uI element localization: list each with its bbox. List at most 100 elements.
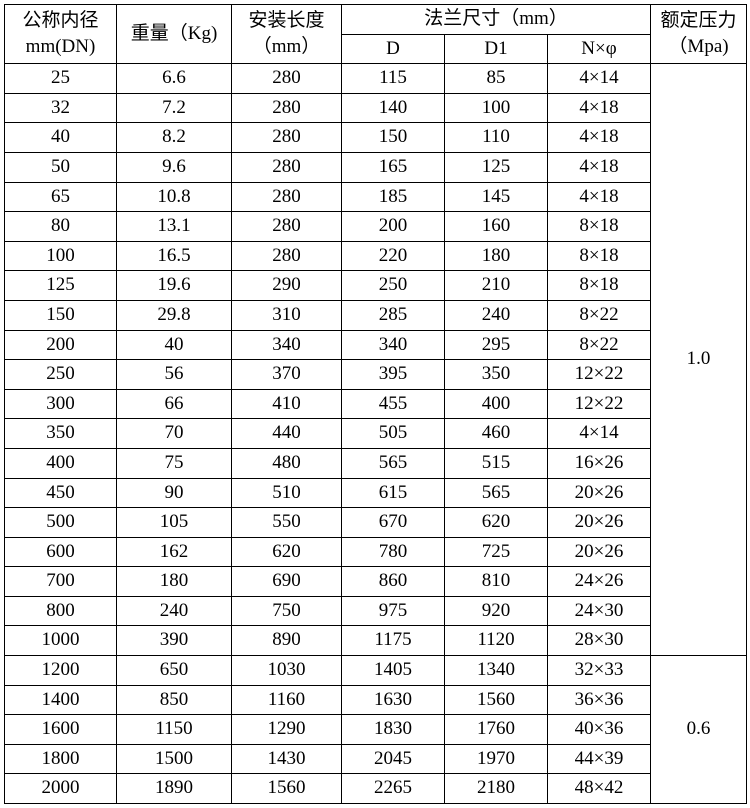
cell-dn: 1800 bbox=[5, 744, 117, 774]
cell-length: 280 bbox=[232, 182, 342, 212]
cell-weight: 850 bbox=[117, 685, 232, 715]
cell-weight: 1500 bbox=[117, 744, 232, 774]
cell-dn: 200 bbox=[5, 330, 117, 360]
cell-d: 565 bbox=[342, 448, 445, 478]
cell-weight: 1150 bbox=[117, 715, 232, 745]
cell-d1: 2180 bbox=[445, 774, 548, 804]
cell-nphi: 4×18 bbox=[548, 152, 651, 182]
cell-nphi: 8×18 bbox=[548, 271, 651, 301]
table-row: 120065010301405134032×330.6 bbox=[5, 656, 747, 686]
cell-length: 550 bbox=[232, 508, 342, 538]
cell-d1: 1340 bbox=[445, 656, 548, 686]
cell-d: 975 bbox=[342, 596, 445, 626]
cell-length: 340 bbox=[232, 330, 342, 360]
cell-d1: 210 bbox=[445, 271, 548, 301]
spec-table: 公称内径 mm(DN) 重量（Kg) 安装长度 （mm） 法兰尺寸（mm） 额定… bbox=[4, 4, 747, 804]
cell-length: 280 bbox=[232, 212, 342, 242]
cell-weight: 8.2 bbox=[117, 123, 232, 153]
cell-length: 290 bbox=[232, 271, 342, 301]
cell-weight: 10.8 bbox=[117, 182, 232, 212]
header-pressure-bottom: （Mpa) bbox=[651, 34, 746, 61]
header-dn-bottom: mm(DN) bbox=[5, 34, 116, 61]
cell-dn: 40 bbox=[5, 123, 117, 153]
table-row: 15029.83102852408×22 bbox=[5, 300, 747, 330]
cell-length: 280 bbox=[232, 152, 342, 182]
cell-weight: 162 bbox=[117, 537, 232, 567]
cell-d1: 1760 bbox=[445, 715, 548, 745]
cell-nphi: 16×26 bbox=[548, 448, 651, 478]
cell-d1: 85 bbox=[445, 64, 548, 94]
cell-dn: 1400 bbox=[5, 685, 117, 715]
table-row: 200403403402958×22 bbox=[5, 330, 747, 360]
cell-d: 200 bbox=[342, 212, 445, 242]
header-pressure-top: 额定压力 bbox=[651, 8, 746, 35]
cell-dn: 500 bbox=[5, 508, 117, 538]
table-row: 1600115012901830176040×36 bbox=[5, 715, 747, 745]
cell-dn: 2000 bbox=[5, 774, 117, 804]
cell-dn: 800 bbox=[5, 596, 117, 626]
cell-dn: 250 bbox=[5, 360, 117, 390]
header-length: 安装长度 （mm） bbox=[232, 5, 342, 64]
cell-d: 505 bbox=[342, 419, 445, 449]
header-length-bottom: （mm） bbox=[232, 34, 341, 61]
cell-d: 395 bbox=[342, 360, 445, 390]
cell-d1: 295 bbox=[445, 330, 548, 360]
cell-d: 670 bbox=[342, 508, 445, 538]
table-row: 350704405054604×14 bbox=[5, 419, 747, 449]
cell-d1: 160 bbox=[445, 212, 548, 242]
table-row: 4007548056551516×26 bbox=[5, 448, 747, 478]
cell-d1: 100 bbox=[445, 93, 548, 123]
table-body: 256.6280115854×141.0327.22801401004×1840… bbox=[5, 64, 747, 804]
header-flange-d: D bbox=[342, 34, 445, 64]
cell-d: 220 bbox=[342, 241, 445, 271]
cell-dn: 600 bbox=[5, 537, 117, 567]
cell-weight: 6.6 bbox=[117, 64, 232, 94]
cell-dn: 350 bbox=[5, 419, 117, 449]
table-row: 12519.62902502108×18 bbox=[5, 271, 747, 301]
cell-d: 1175 bbox=[342, 626, 445, 656]
cell-d: 1405 bbox=[342, 656, 445, 686]
table-row: 3006641045540012×22 bbox=[5, 389, 747, 419]
cell-dn: 1200 bbox=[5, 656, 117, 686]
cell-nphi: 20×26 bbox=[548, 478, 651, 508]
cell-d: 2045 bbox=[342, 744, 445, 774]
cell-dn: 700 bbox=[5, 567, 117, 597]
cell-dn: 300 bbox=[5, 389, 117, 419]
cell-nphi: 8×22 bbox=[548, 330, 651, 360]
cell-pressure: 0.6 bbox=[651, 656, 747, 804]
cell-nphi: 8×22 bbox=[548, 300, 651, 330]
cell-nphi: 12×22 bbox=[548, 360, 651, 390]
table-row: 4509051061556520×26 bbox=[5, 478, 747, 508]
cell-d1: 725 bbox=[445, 537, 548, 567]
cell-length: 620 bbox=[232, 537, 342, 567]
cell-weight: 90 bbox=[117, 478, 232, 508]
cell-d1: 565 bbox=[445, 478, 548, 508]
table-row: 60016262078072520×26 bbox=[5, 537, 747, 567]
cell-dn: 125 bbox=[5, 271, 117, 301]
table-row: 80024075097592024×30 bbox=[5, 596, 747, 626]
cell-dn: 32 bbox=[5, 93, 117, 123]
table-row: 256.6280115854×141.0 bbox=[5, 64, 747, 94]
cell-d1: 125 bbox=[445, 152, 548, 182]
header-weight: 重量（Kg) bbox=[117, 5, 232, 64]
cell-dn: 65 bbox=[5, 182, 117, 212]
cell-d: 115 bbox=[342, 64, 445, 94]
cell-dn: 80 bbox=[5, 212, 117, 242]
cell-weight: 1890 bbox=[117, 774, 232, 804]
table-row: 408.22801501104×18 bbox=[5, 123, 747, 153]
cell-weight: 13.1 bbox=[117, 212, 232, 242]
cell-weight: 70 bbox=[117, 419, 232, 449]
cell-d1: 810 bbox=[445, 567, 548, 597]
cell-d: 250 bbox=[342, 271, 445, 301]
cell-length: 510 bbox=[232, 478, 342, 508]
cell-length: 890 bbox=[232, 626, 342, 656]
cell-dn: 100 bbox=[5, 241, 117, 271]
cell-nphi: 4×18 bbox=[548, 182, 651, 212]
cell-length: 280 bbox=[232, 241, 342, 271]
cell-weight: 19.6 bbox=[117, 271, 232, 301]
table-row: 8013.12802001608×18 bbox=[5, 212, 747, 242]
cell-length: 1560 bbox=[232, 774, 342, 804]
cell-dn: 400 bbox=[5, 448, 117, 478]
cell-d: 455 bbox=[342, 389, 445, 419]
cell-weight: 105 bbox=[117, 508, 232, 538]
